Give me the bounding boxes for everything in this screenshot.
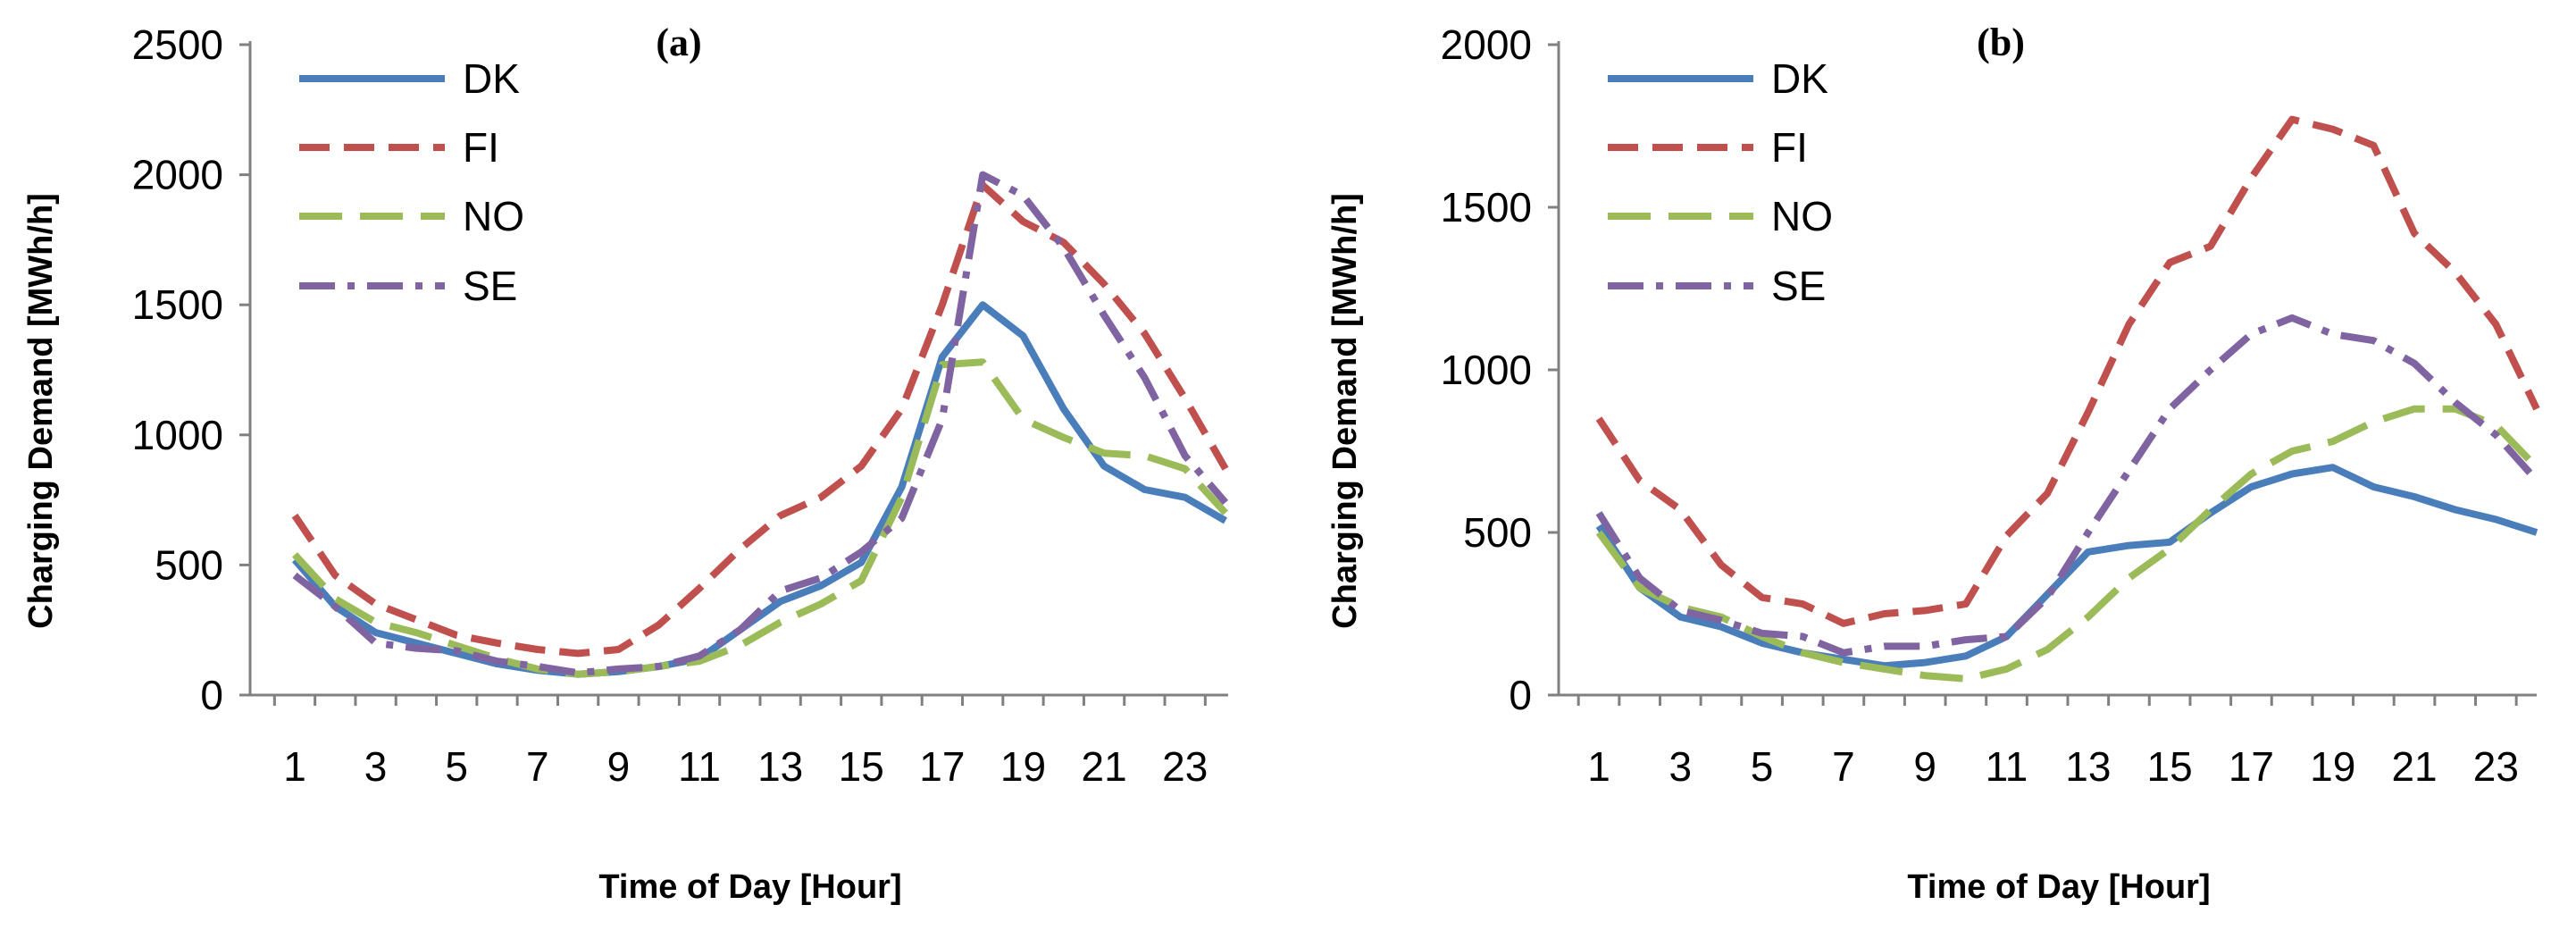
x-tick-label: 7: [1832, 743, 1855, 790]
x-tick-label: 21: [2391, 743, 2437, 790]
series-line-fi: [1595, 115, 2540, 627]
legend-label-no-a: NO: [463, 193, 524, 239]
x-tick-label: 17: [919, 743, 965, 790]
y-tick-label: 1500: [1441, 184, 1532, 230]
legend-label-dk-a: DK: [463, 55, 520, 102]
legend-label-fi-a: FI: [463, 124, 499, 171]
x-tick-label: 23: [1162, 743, 1208, 790]
legend-b: DK FI NO SE: [1608, 55, 1833, 309]
legend-label-no-b: NO: [1771, 193, 1833, 239]
chart-panel-a: (a) Charging Demand [MWh/h] Time of Day …: [22, 21, 1229, 906]
series-line-no: [292, 358, 1228, 678]
x-tick-label: 13: [757, 743, 803, 790]
y-tick-label: 500: [1463, 509, 1532, 556]
y-axis-b: 0 500 1000 1500 2000: [1441, 21, 1560, 718]
x-tick-label: 1: [1587, 743, 1610, 790]
legend-a: DK FI NO SE: [299, 55, 524, 309]
series-line-dk: [291, 301, 1228, 678]
x-tick-label: 21: [1082, 743, 1127, 790]
x-tick-label: 9: [607, 743, 631, 790]
x-tick-label: 19: [1000, 743, 1046, 790]
series-lines-b: [1595, 115, 2540, 683]
x-tick-label: 7: [526, 743, 549, 790]
x-tick-label: 23: [2473, 743, 2519, 790]
series-lines-a: [291, 171, 1229, 678]
x-tick-label: 3: [1669, 743, 1693, 790]
x-axis-label-a: Time of Day [Hour]: [598, 868, 901, 906]
legend-label-se-a: SE: [463, 263, 517, 309]
y-axis-label-a: Charging Demand [MWh/h]: [22, 193, 60, 629]
chart-title-b: (b): [1977, 21, 2025, 64]
y-axis-a: 0 500 1000 1500 2000 2500: [132, 21, 252, 718]
x-tick-label: 17: [2229, 743, 2274, 790]
chart-title-a: (a): [656, 21, 701, 64]
x-tick-label: 13: [2065, 743, 2111, 790]
x-axis-label-b: Time of Day [Hour]: [1907, 868, 2210, 906]
y-tick-label: 1500: [132, 281, 223, 328]
series-line-fi: [291, 181, 1229, 658]
series-line-se: [292, 171, 1229, 677]
y-tick-label: 500: [155, 541, 223, 588]
x-axis-b: 1 3 5 7 9 11 13 15 17 19 21 23: [1559, 693, 2537, 790]
y-tick-label: 2000: [132, 152, 223, 198]
legend-label-se-b: SE: [1771, 263, 1826, 309]
x-tick-label: 9: [1913, 743, 1936, 790]
y-tick-label: 0: [1509, 672, 1532, 718]
x-tick-label: 19: [2310, 743, 2355, 790]
y-axis-label-b: Charging Demand [MWh/h]: [1326, 193, 1364, 629]
legend-label-dk-b: DK: [1771, 55, 1828, 102]
y-tick-label: 1000: [1441, 347, 1532, 393]
x-axis-a: 1 3 5 7 9 11 13 15 17 19 21 23: [250, 693, 1228, 790]
x-tick-label: 5: [445, 743, 468, 790]
y-tick-label: 1000: [132, 412, 223, 458]
x-tick-label: 5: [1751, 743, 1774, 790]
chart-panel-b: (b) Charging Demand [MWh/h] Time of Day …: [1326, 21, 2540, 906]
x-tick-label: 11: [1986, 743, 2028, 790]
y-tick-label: 2500: [132, 21, 223, 68]
x-tick-label: 15: [839, 743, 884, 790]
series-line-se: [1595, 314, 2539, 657]
x-tick-label: 11: [678, 743, 721, 790]
legend-label-fi-b: FI: [1771, 124, 1808, 171]
y-tick-label: 2000: [1441, 21, 1532, 68]
x-tick-label: 3: [364, 743, 388, 790]
x-tick-label: 15: [2147, 743, 2193, 790]
series-line-dk: [1595, 464, 2538, 670]
y-tick-label: 0: [200, 672, 223, 718]
x-tick-label: 1: [283, 743, 306, 790]
